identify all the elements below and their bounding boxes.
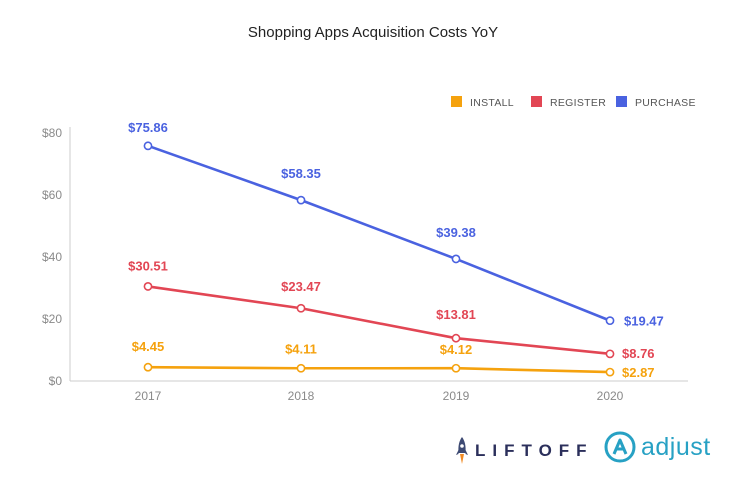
data-label-install: $2.87 [622,365,655,380]
legend-label-install: INSTALL [470,97,514,109]
data-label-register: $13.81 [436,307,476,322]
x-tick-label: 2020 [597,389,624,403]
x-tick-label: 2019 [443,389,470,403]
data-point-install [296,363,306,373]
liftoff-wordmark: LIFTOFF [475,441,594,460]
data-label-purchase: $58.35 [281,166,321,181]
axes: $0 $20 $40 $60 $80 2017 2018 2019 2020 [42,126,688,403]
y-tick-label: $40 [42,250,62,264]
data-point-register [296,303,306,313]
data-label-register: $30.51 [128,258,168,273]
data-point-purchase [296,195,306,205]
legend-label-purchase: PURCHASE [635,97,696,109]
line-chart: $0 $20 $40 $60 $80 2017 2018 2019 2020 INSTALL RE… [42,96,696,403]
data-point-purchase [143,141,153,151]
data-point-install [451,363,461,373]
y-tick-label: $60 [42,188,62,202]
legend-swatch-purchase [616,96,627,107]
data-label-register: $8.76 [622,346,655,361]
logos: LIFTOFF adjust [455,430,735,474]
rocket-icon [456,437,468,464]
data-label-install: $4.12 [440,342,473,357]
data-point-install [143,362,153,372]
liftoff-logo: LIFTOFF [455,436,594,466]
data-point-purchase [451,254,461,264]
data-label-purchase: $19.47 [624,314,664,329]
series-group [143,141,615,377]
x-tick-label: 2017 [135,389,162,403]
data-point-register [451,333,461,343]
chart-title: Shopping Apps Acquisition Costs YoY [247,24,499,41]
y-tick-label: $20 [42,312,62,326]
data-label-install: $4.11 [285,341,317,356]
x-tick-label: 2018 [288,389,315,403]
data-point-register [143,282,153,291]
data-label-purchase: $75.86 [128,120,168,135]
series-line-install [147,365,611,374]
series-line-register [147,285,611,356]
legend-label-register: REGISTER [550,97,606,109]
data-label-install: $4.45 [132,339,165,354]
data-labels: $4.45 $4.11 $4.12 $2.87 $30.51 $23.47 $13.81 $8… [128,120,664,380]
data-point-purchase [605,316,615,326]
data-label-purchase: $39.38 [436,225,476,240]
data-label-register: $23.47 [281,279,321,294]
adjust-a-icon [604,431,636,463]
legend-swatch-register [531,96,542,107]
legend-swatch-install [451,96,462,107]
legend: INSTALL REGISTER PURCHASE [451,96,696,109]
y-tick-label: $0 [49,374,63,388]
data-point-register [605,349,615,359]
adjust-wordmark: adjust [641,432,711,461]
data-point-install [605,367,615,377]
series-line-purchase [147,144,611,322]
adjust-logo: adjust [603,430,711,464]
y-tick-label: $80 [42,126,62,140]
